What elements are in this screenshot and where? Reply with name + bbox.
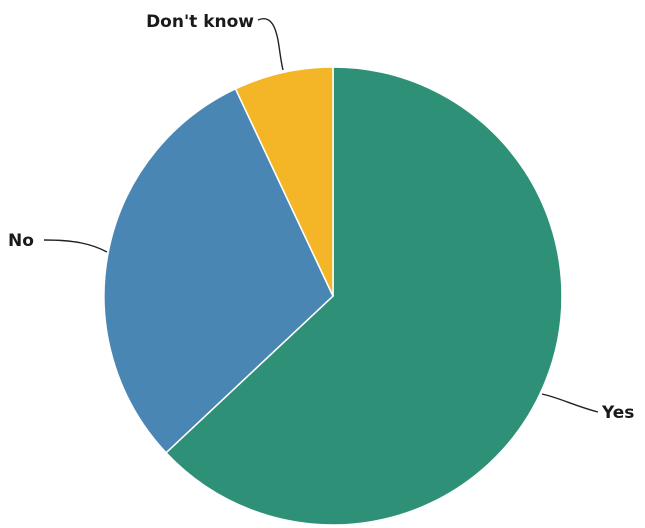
pie-slice-no [103, 87, 334, 454]
pie-slice-don-t-know [234, 66, 334, 297]
pie-slices [103, 66, 563, 526]
slice-label-yes: Yes [601, 403, 634, 423]
pie-slice-yes [165, 66, 563, 526]
slice-label-dont-know: Don't know [146, 12, 254, 32]
slice-labels: Yes No Don't know [8, 12, 634, 423]
slice-label-no: No [8, 231, 34, 251]
leader-lines [43, 18, 599, 413]
leader-line-no [43, 239, 108, 253]
leader-line-dont-know [257, 18, 284, 71]
leader-line-yes [541, 393, 599, 413]
